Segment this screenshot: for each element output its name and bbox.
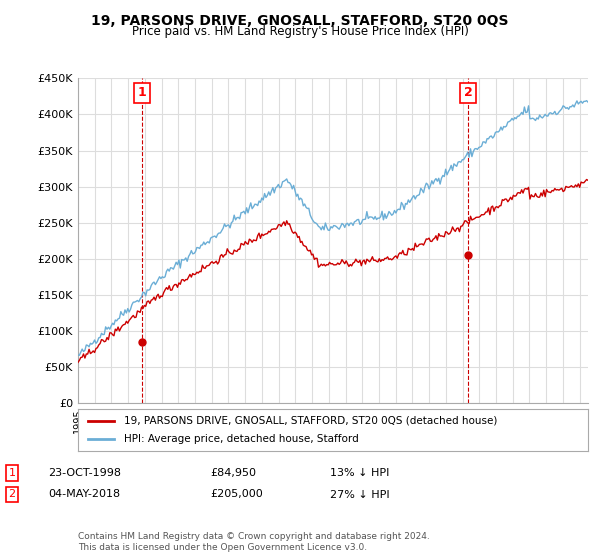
- Text: HPI: Average price, detached house, Stafford: HPI: Average price, detached house, Staf…: [124, 434, 359, 444]
- Text: 23-OCT-1998: 23-OCT-1998: [48, 468, 121, 478]
- Text: 19, PARSONS DRIVE, GNOSALL, STAFFORD, ST20 0QS: 19, PARSONS DRIVE, GNOSALL, STAFFORD, ST…: [91, 14, 509, 28]
- Text: 04-MAY-2018: 04-MAY-2018: [48, 489, 120, 500]
- Text: 2: 2: [8, 489, 16, 500]
- Text: 19, PARSONS DRIVE, GNOSALL, STAFFORD, ST20 0QS (detached house): 19, PARSONS DRIVE, GNOSALL, STAFFORD, ST…: [124, 416, 497, 426]
- Text: 1: 1: [8, 468, 16, 478]
- Text: 27% ↓ HPI: 27% ↓ HPI: [330, 489, 389, 500]
- Text: Contains HM Land Registry data © Crown copyright and database right 2024.
This d: Contains HM Land Registry data © Crown c…: [78, 532, 430, 552]
- Text: 1: 1: [137, 86, 146, 99]
- Text: Price paid vs. HM Land Registry's House Price Index (HPI): Price paid vs. HM Land Registry's House …: [131, 25, 469, 38]
- Text: 13% ↓ HPI: 13% ↓ HPI: [330, 468, 389, 478]
- Text: £84,950: £84,950: [210, 468, 256, 478]
- Text: £205,000: £205,000: [210, 489, 263, 500]
- Text: 2: 2: [464, 86, 473, 99]
